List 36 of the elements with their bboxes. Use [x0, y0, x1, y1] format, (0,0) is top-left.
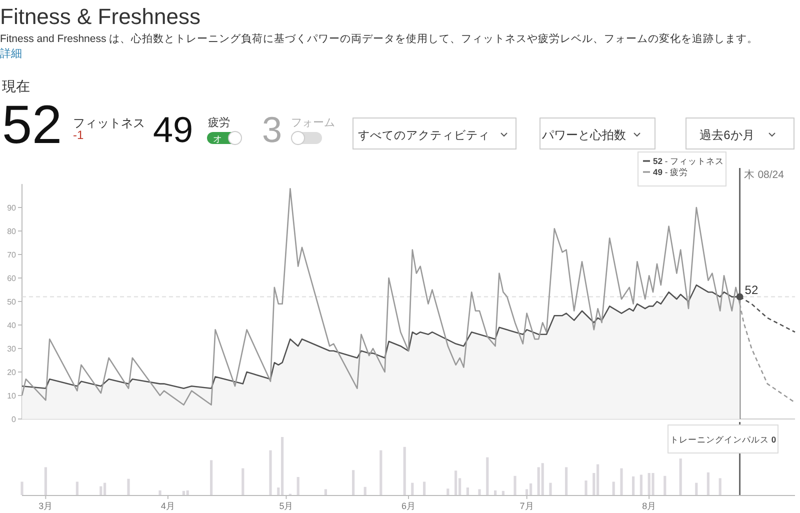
y-tick-label: 10: [7, 392, 17, 400]
y-tick-label: 80: [7, 227, 17, 236]
y-tick-label: 70: [7, 250, 17, 260]
y-tick-label: 50: [7, 298, 17, 306]
y-tick-label: 40: [7, 321, 17, 330]
text: 52: [2, 95, 62, 155]
text: すべてのアクティビティ: [358, 129, 490, 142]
legend-label: 52 - フィットネス: [653, 156, 724, 166]
text: -1: [73, 128, 84, 142]
x-tick-label: 6月: [401, 501, 416, 511]
text: オ: [213, 134, 222, 144]
y-tick-label: 30: [7, 344, 17, 354]
text: フィットネス: [73, 116, 145, 130]
text: 疲労: [208, 116, 230, 129]
text: 3: [262, 109, 282, 150]
x-tick-label: 8月: [642, 501, 656, 511]
chart-subtitle: Fitness and Freshness は、心拍数とトレーニング負荷に基づくパワーの両データを使用して、フィットネスや疲労レベル、フォームの変化を追跡します。: [0, 32, 758, 45]
x-tick-label: 4月: [160, 501, 175, 511]
text: フォーム: [291, 117, 335, 129]
text: 詳細: [0, 47, 22, 60]
chart-title: Fitness & Freshness: [0, 4, 201, 29]
annotation: 52: [744, 282, 758, 297]
legend-label: 49 - 疲労: [653, 167, 688, 177]
legend-label: 木 08/24: [744, 168, 784, 181]
y-tick-label: 90: [7, 204, 17, 212]
x-tick-label: 3月: [38, 501, 53, 511]
x-tick-label: 7月: [520, 501, 534, 511]
y-tick-label: 60: [7, 274, 17, 283]
text: 現在: [2, 78, 30, 94]
text: パワーと心拍数: [541, 128, 626, 142]
y-tick-label: 0: [12, 415, 17, 424]
y-tick-label: 20: [7, 368, 17, 377]
annotation: トレーニングインパルス 0: [670, 434, 776, 444]
x-tick-label: 5月: [279, 501, 294, 511]
text: 過去6か月: [700, 128, 754, 142]
text: 49: [153, 109, 194, 150]
